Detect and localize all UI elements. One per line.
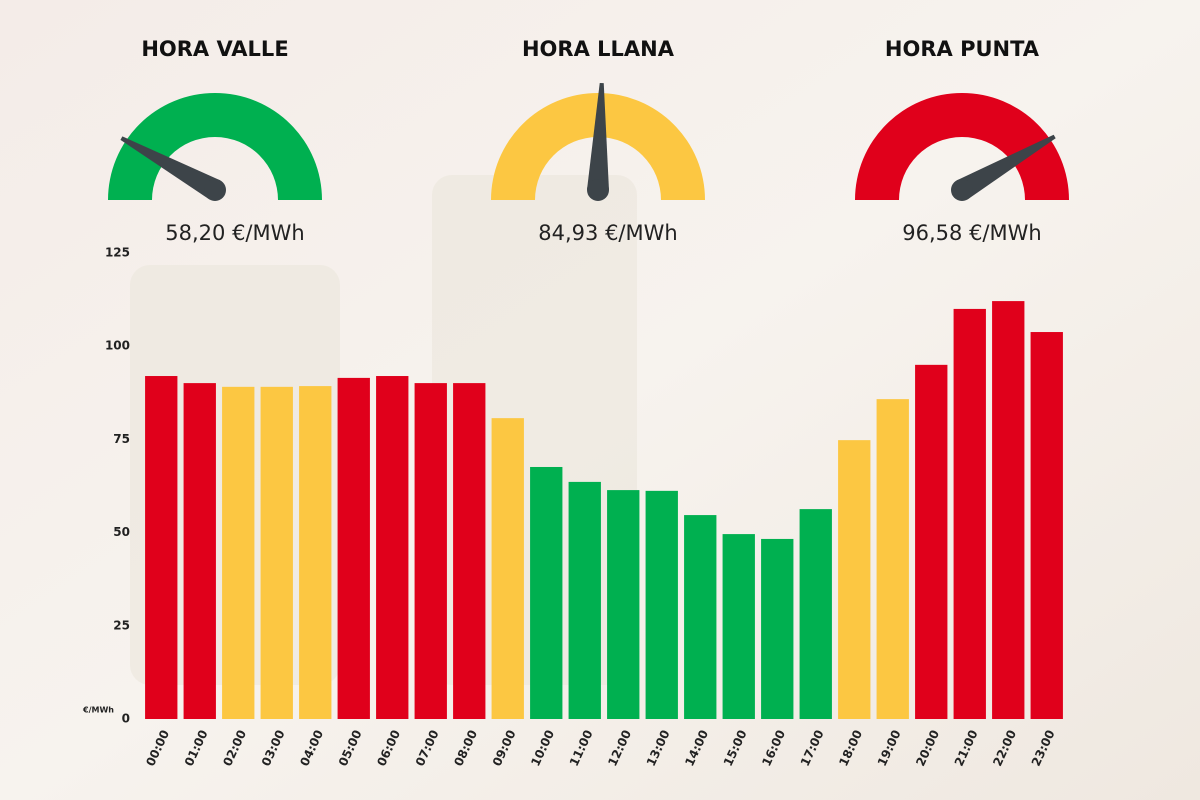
bar <box>568 481 601 719</box>
bar <box>145 376 178 719</box>
bar <box>645 490 678 719</box>
bar <box>722 534 755 719</box>
bar <box>684 515 717 719</box>
gauge-arc <box>491 93 705 200</box>
gauge-arc <box>855 93 1069 200</box>
bar <box>761 538 794 719</box>
bar <box>453 383 486 719</box>
y-tick-label: 125 <box>105 246 130 260</box>
y-unit-label: €/MWh <box>82 706 114 715</box>
gauge-needle <box>956 134 1056 200</box>
gauge-hub <box>587 179 609 201</box>
bar <box>299 386 332 719</box>
bar <box>491 418 524 719</box>
bar <box>607 490 640 719</box>
gauge-value: 84,93 €/MWh <box>538 221 677 245</box>
gauge-hub <box>204 179 226 201</box>
gauge-value: 96,58 €/MWh <box>902 221 1041 245</box>
y-tick-label: 0 <box>122 712 130 726</box>
bar <box>414 383 447 719</box>
bar <box>337 377 370 719</box>
bar <box>876 399 909 719</box>
bar <box>183 383 216 719</box>
gauge-hub <box>951 179 973 201</box>
gauge-title: HORA PUNTA <box>885 37 1040 61</box>
bar <box>530 466 563 719</box>
bar <box>376 376 409 719</box>
gauge-needle <box>120 136 221 200</box>
bar <box>992 301 1025 719</box>
gauge-title: HORA LLANA <box>522 37 675 61</box>
gauge-title: HORA VALLE <box>141 37 288 61</box>
bar <box>799 509 832 719</box>
y-tick-label: 75 <box>113 432 130 446</box>
gauge-arc <box>108 93 322 200</box>
y-tick-label: 50 <box>113 525 130 539</box>
bar <box>1030 332 1063 719</box>
bar <box>953 308 986 719</box>
bar <box>838 440 871 719</box>
gauge-needle <box>587 82 609 191</box>
y-tick-label: 25 <box>113 618 130 632</box>
bar <box>915 364 948 719</box>
y-tick-label: 100 <box>105 339 130 353</box>
bar <box>260 386 293 719</box>
bar <box>222 386 255 719</box>
gauge-value: 58,20 €/MWh <box>165 221 304 245</box>
